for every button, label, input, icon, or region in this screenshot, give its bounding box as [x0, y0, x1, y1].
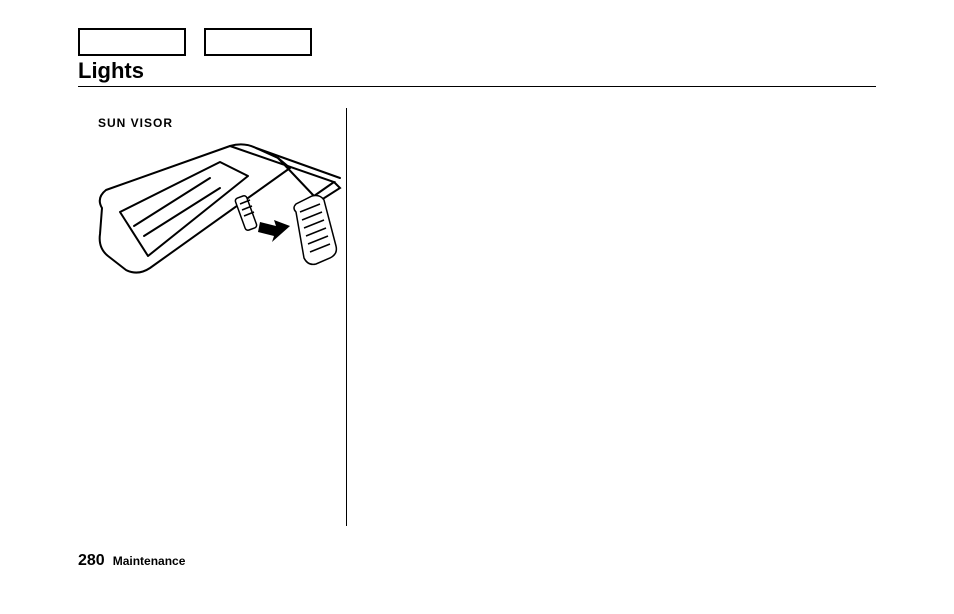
- content-area: SUN VISOR: [78, 108, 878, 528]
- sun-visor-illustration: [90, 138, 348, 318]
- figure-caption: SUN VISOR: [98, 116, 173, 130]
- page-number: 280: [78, 552, 105, 570]
- placeholder-box-2: [204, 28, 312, 56]
- column-divider: [346, 108, 347, 526]
- page-footer: 280 Maintenance: [78, 552, 185, 570]
- section-title: Lights: [78, 58, 144, 84]
- footer-section-label: Maintenance: [113, 554, 186, 568]
- arrow-icon: [258, 220, 290, 242]
- placeholder-box-1: [78, 28, 186, 56]
- header-placeholder-boxes: [78, 28, 312, 56]
- section-rule: [78, 86, 876, 87]
